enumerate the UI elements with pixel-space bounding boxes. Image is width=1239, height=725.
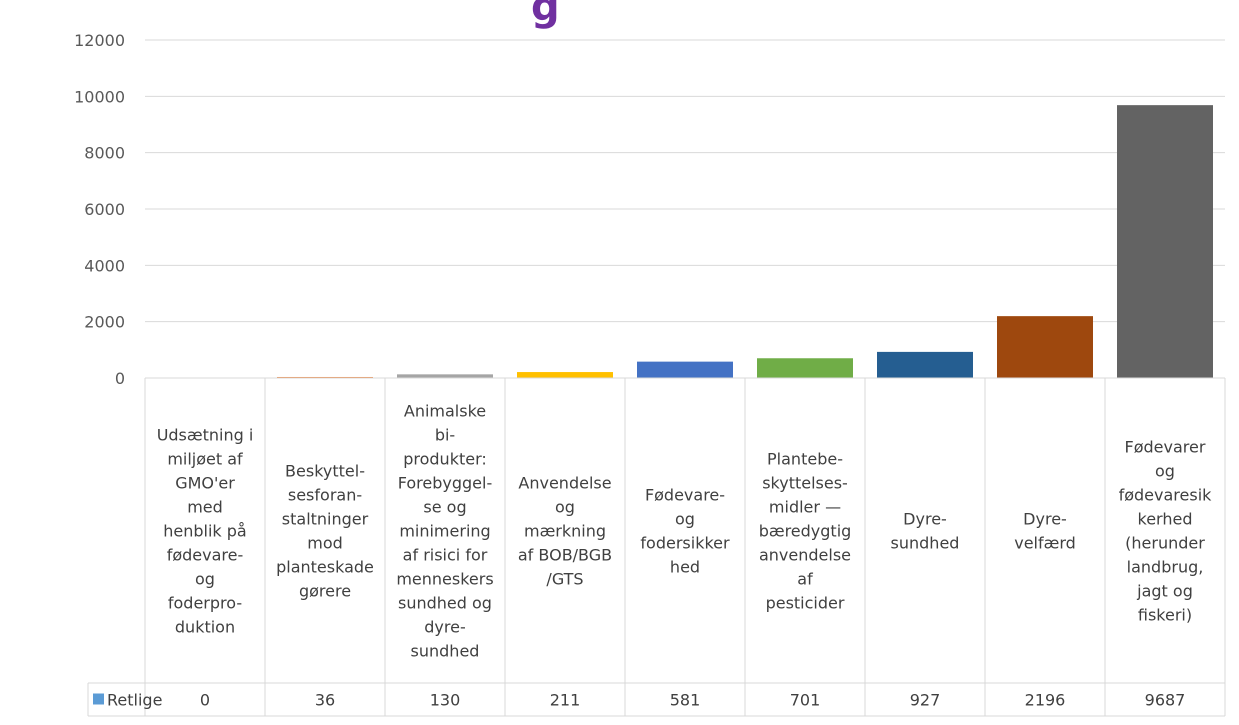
data-label: 0 xyxy=(200,691,210,710)
legend-swatch xyxy=(93,693,104,705)
data-label: 701 xyxy=(790,691,821,710)
bar xyxy=(637,361,733,378)
data-table: Udsætning i miljøet af GMO'er med henblik på… xyxy=(87,377,1226,717)
data-label: 581 xyxy=(670,691,701,710)
y-tick-label: 10000 xyxy=(74,87,125,106)
bar xyxy=(397,374,493,378)
y-tick-label: 4000 xyxy=(84,256,125,275)
x-category-label: Fødevarer og fødevaresik kerhed (herunder lan… xyxy=(1119,438,1213,625)
legend-label: Retlige xyxy=(107,691,162,710)
y-tick-label: 2000 xyxy=(84,313,125,332)
x-category-label: Animalske bi-produkter: Forebyggel-se og mi… xyxy=(396,402,493,661)
data-label: 2196 xyxy=(1025,691,1066,710)
x-category-label: Fødevare-og fodersikker hed xyxy=(640,486,730,577)
data-label: 211 xyxy=(550,691,581,710)
bars xyxy=(277,105,1213,378)
gridlines xyxy=(145,39,1225,323)
x-category-label: Dyre-velfærd xyxy=(1014,510,1076,553)
x-category-label: Dyre-sundhed xyxy=(891,510,960,553)
data-label: 36 xyxy=(315,691,335,710)
data-label: 9687 xyxy=(1145,691,1186,710)
bar xyxy=(997,316,1093,378)
y-tick-label: 0 xyxy=(115,369,125,388)
data-label: 130 xyxy=(430,691,461,710)
y-tick-label: 8000 xyxy=(84,144,125,163)
x-category-label: Udsætning i miljøet af GMO'er med henblik på… xyxy=(157,426,254,637)
bar xyxy=(877,351,973,378)
bar xyxy=(277,376,373,378)
bar xyxy=(757,358,853,378)
x-category-label: Anvendelse og mærkning af BOB/BGB/GTS xyxy=(518,474,612,589)
bar xyxy=(1117,105,1213,378)
y-tick-label: 12000 xyxy=(74,31,125,50)
bar xyxy=(517,372,613,378)
data-label: 927 xyxy=(910,691,941,710)
y-axis: 0 2000 4000 6000 8000 10000 12000 xyxy=(74,31,125,388)
y-tick-label: 6000 xyxy=(84,200,125,219)
x-category-label: Beskyttel-sesforan-staltninger mod plantes… xyxy=(276,462,374,601)
chart-title: g xyxy=(531,0,560,30)
x-category-label: Plantebe-skyttelses-midler — bæredygtig an… xyxy=(759,450,852,613)
